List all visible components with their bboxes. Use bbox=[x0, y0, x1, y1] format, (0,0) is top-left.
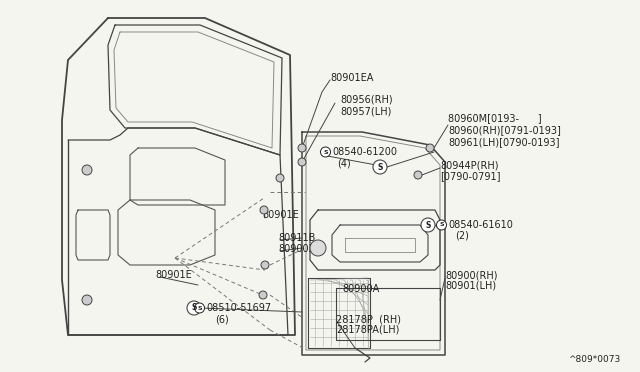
Text: ^809*0073: ^809*0073 bbox=[568, 356, 620, 365]
Text: (6): (6) bbox=[215, 315, 228, 325]
Circle shape bbox=[187, 301, 201, 315]
Circle shape bbox=[260, 206, 268, 214]
Text: 80901(LH): 80901(LH) bbox=[445, 281, 496, 291]
Circle shape bbox=[82, 295, 92, 305]
Text: 80901EA: 80901EA bbox=[330, 73, 373, 83]
Text: 80900(RH): 80900(RH) bbox=[445, 270, 497, 280]
Circle shape bbox=[82, 165, 92, 175]
Text: S: S bbox=[191, 304, 196, 312]
Text: S: S bbox=[197, 305, 202, 311]
Text: 80961(LH)[0790-0193]: 80961(LH)[0790-0193] bbox=[448, 137, 559, 147]
Text: S: S bbox=[426, 221, 431, 230]
Text: 80944P(RH): 80944P(RH) bbox=[440, 160, 499, 170]
Circle shape bbox=[259, 291, 267, 299]
Text: 80960(RH)[0791-0193]: 80960(RH)[0791-0193] bbox=[448, 125, 561, 135]
Circle shape bbox=[414, 171, 422, 179]
Circle shape bbox=[310, 240, 326, 256]
Text: 28178PA(LH): 28178PA(LH) bbox=[336, 325, 399, 335]
Circle shape bbox=[195, 303, 205, 313]
Circle shape bbox=[321, 147, 330, 157]
Circle shape bbox=[298, 158, 306, 166]
Text: 80901E: 80901E bbox=[155, 270, 192, 280]
Text: S: S bbox=[378, 163, 383, 171]
Text: [0790-0791]: [0790-0791] bbox=[440, 171, 500, 181]
Circle shape bbox=[261, 261, 269, 269]
Text: 80911B: 80911B bbox=[278, 233, 316, 243]
Text: S: S bbox=[323, 150, 328, 154]
Text: 80956(RH): 80956(RH) bbox=[340, 95, 392, 105]
Circle shape bbox=[298, 144, 306, 152]
Text: 80900X: 80900X bbox=[278, 244, 316, 254]
Text: 08540-61610: 08540-61610 bbox=[448, 220, 513, 230]
Text: 08510-51697: 08510-51697 bbox=[206, 303, 271, 313]
Circle shape bbox=[421, 218, 435, 232]
Text: 80900A: 80900A bbox=[342, 284, 380, 294]
Text: S: S bbox=[439, 222, 444, 228]
Text: 80901E: 80901E bbox=[262, 210, 299, 220]
Text: 28178P  (RH): 28178P (RH) bbox=[336, 314, 401, 324]
Text: (2): (2) bbox=[455, 231, 469, 241]
Circle shape bbox=[436, 220, 447, 230]
Circle shape bbox=[426, 144, 434, 152]
Circle shape bbox=[373, 160, 387, 174]
Text: 80960M[0193-      ]: 80960M[0193- ] bbox=[448, 113, 541, 123]
Text: 80957(LH): 80957(LH) bbox=[340, 107, 392, 117]
Text: (4): (4) bbox=[337, 158, 351, 168]
Circle shape bbox=[276, 174, 284, 182]
Text: 08540-61200: 08540-61200 bbox=[332, 147, 397, 157]
